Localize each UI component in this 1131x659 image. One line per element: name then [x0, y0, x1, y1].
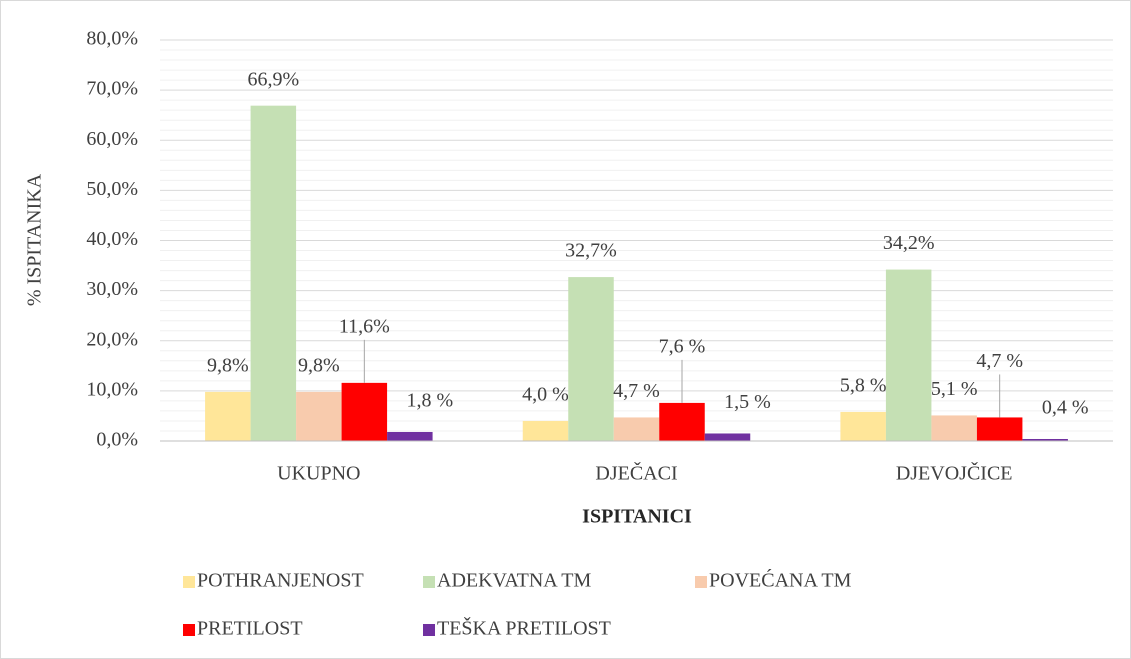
bar [976, 417, 1023, 441]
data-label: 5,8 % [840, 375, 887, 397]
x-tick-label: UKUPNO [277, 463, 360, 485]
legend-swatch [423, 624, 435, 636]
legend-swatch [183, 576, 195, 588]
legend-swatch [183, 624, 195, 636]
y-tick-label: 80,0% [86, 28, 138, 50]
legend-swatch [423, 576, 435, 588]
bar [341, 382, 388, 441]
y-tick-label: 50,0% [86, 178, 138, 200]
data-label: 4,7 % [976, 350, 1023, 372]
data-label: 1,8 % [406, 390, 453, 412]
bar [568, 277, 614, 441]
legend-label: ADEKVATNA TM [437, 570, 591, 592]
bar [613, 417, 660, 441]
bar [387, 431, 433, 441]
x-tick-label: DJEČACI [595, 461, 677, 485]
y-tick-label: 30,0% [86, 278, 138, 300]
data-label: 5,1 % [931, 378, 978, 400]
y-tick-label: 40,0% [86, 228, 138, 250]
data-label: 7,6 % [659, 335, 706, 357]
legend-label: TEŠKA PRETILOST [437, 616, 611, 640]
y-tick-label: 10,0% [86, 378, 138, 400]
x-tick-label: DJEVOJČICE [896, 461, 1013, 485]
y-tick-label: 20,0% [86, 328, 138, 350]
bar [1022, 438, 1068, 441]
data-label: 4,7 % [613, 380, 660, 402]
bar [659, 402, 705, 441]
data-label: 11,6% [339, 315, 390, 337]
data-label: 0,4 % [1042, 397, 1089, 419]
data-label: 66,9% [247, 68, 299, 90]
data-label: 34,2% [883, 232, 935, 254]
y-axis-title: % ISPITANIKA [24, 173, 46, 306]
data-label: 9,8% [298, 354, 340, 376]
legend-label: POVEĆANA TM [709, 568, 852, 592]
bar [205, 391, 251, 441]
bar [704, 433, 751, 441]
data-label: 9,8% [207, 354, 249, 376]
bar [296, 391, 342, 441]
bar [931, 415, 977, 441]
y-tick-label: 60,0% [86, 128, 138, 150]
bar [522, 420, 569, 441]
legend-swatch [695, 576, 707, 588]
y-tick-label: 70,0% [86, 78, 138, 100]
data-label: 32,7% [565, 240, 617, 262]
y-tick-label: 0,0% [96, 429, 138, 451]
bar [885, 269, 932, 441]
bar [840, 411, 886, 441]
data-label: 1,5 % [724, 391, 771, 413]
bar [250, 105, 297, 441]
x-axis-title: ISPITANICI [582, 506, 692, 528]
legend-label: POTHRANJENOST [197, 570, 364, 592]
legend-label: PRETILOST [197, 618, 303, 640]
data-label: 4,0 % [522, 384, 569, 406]
